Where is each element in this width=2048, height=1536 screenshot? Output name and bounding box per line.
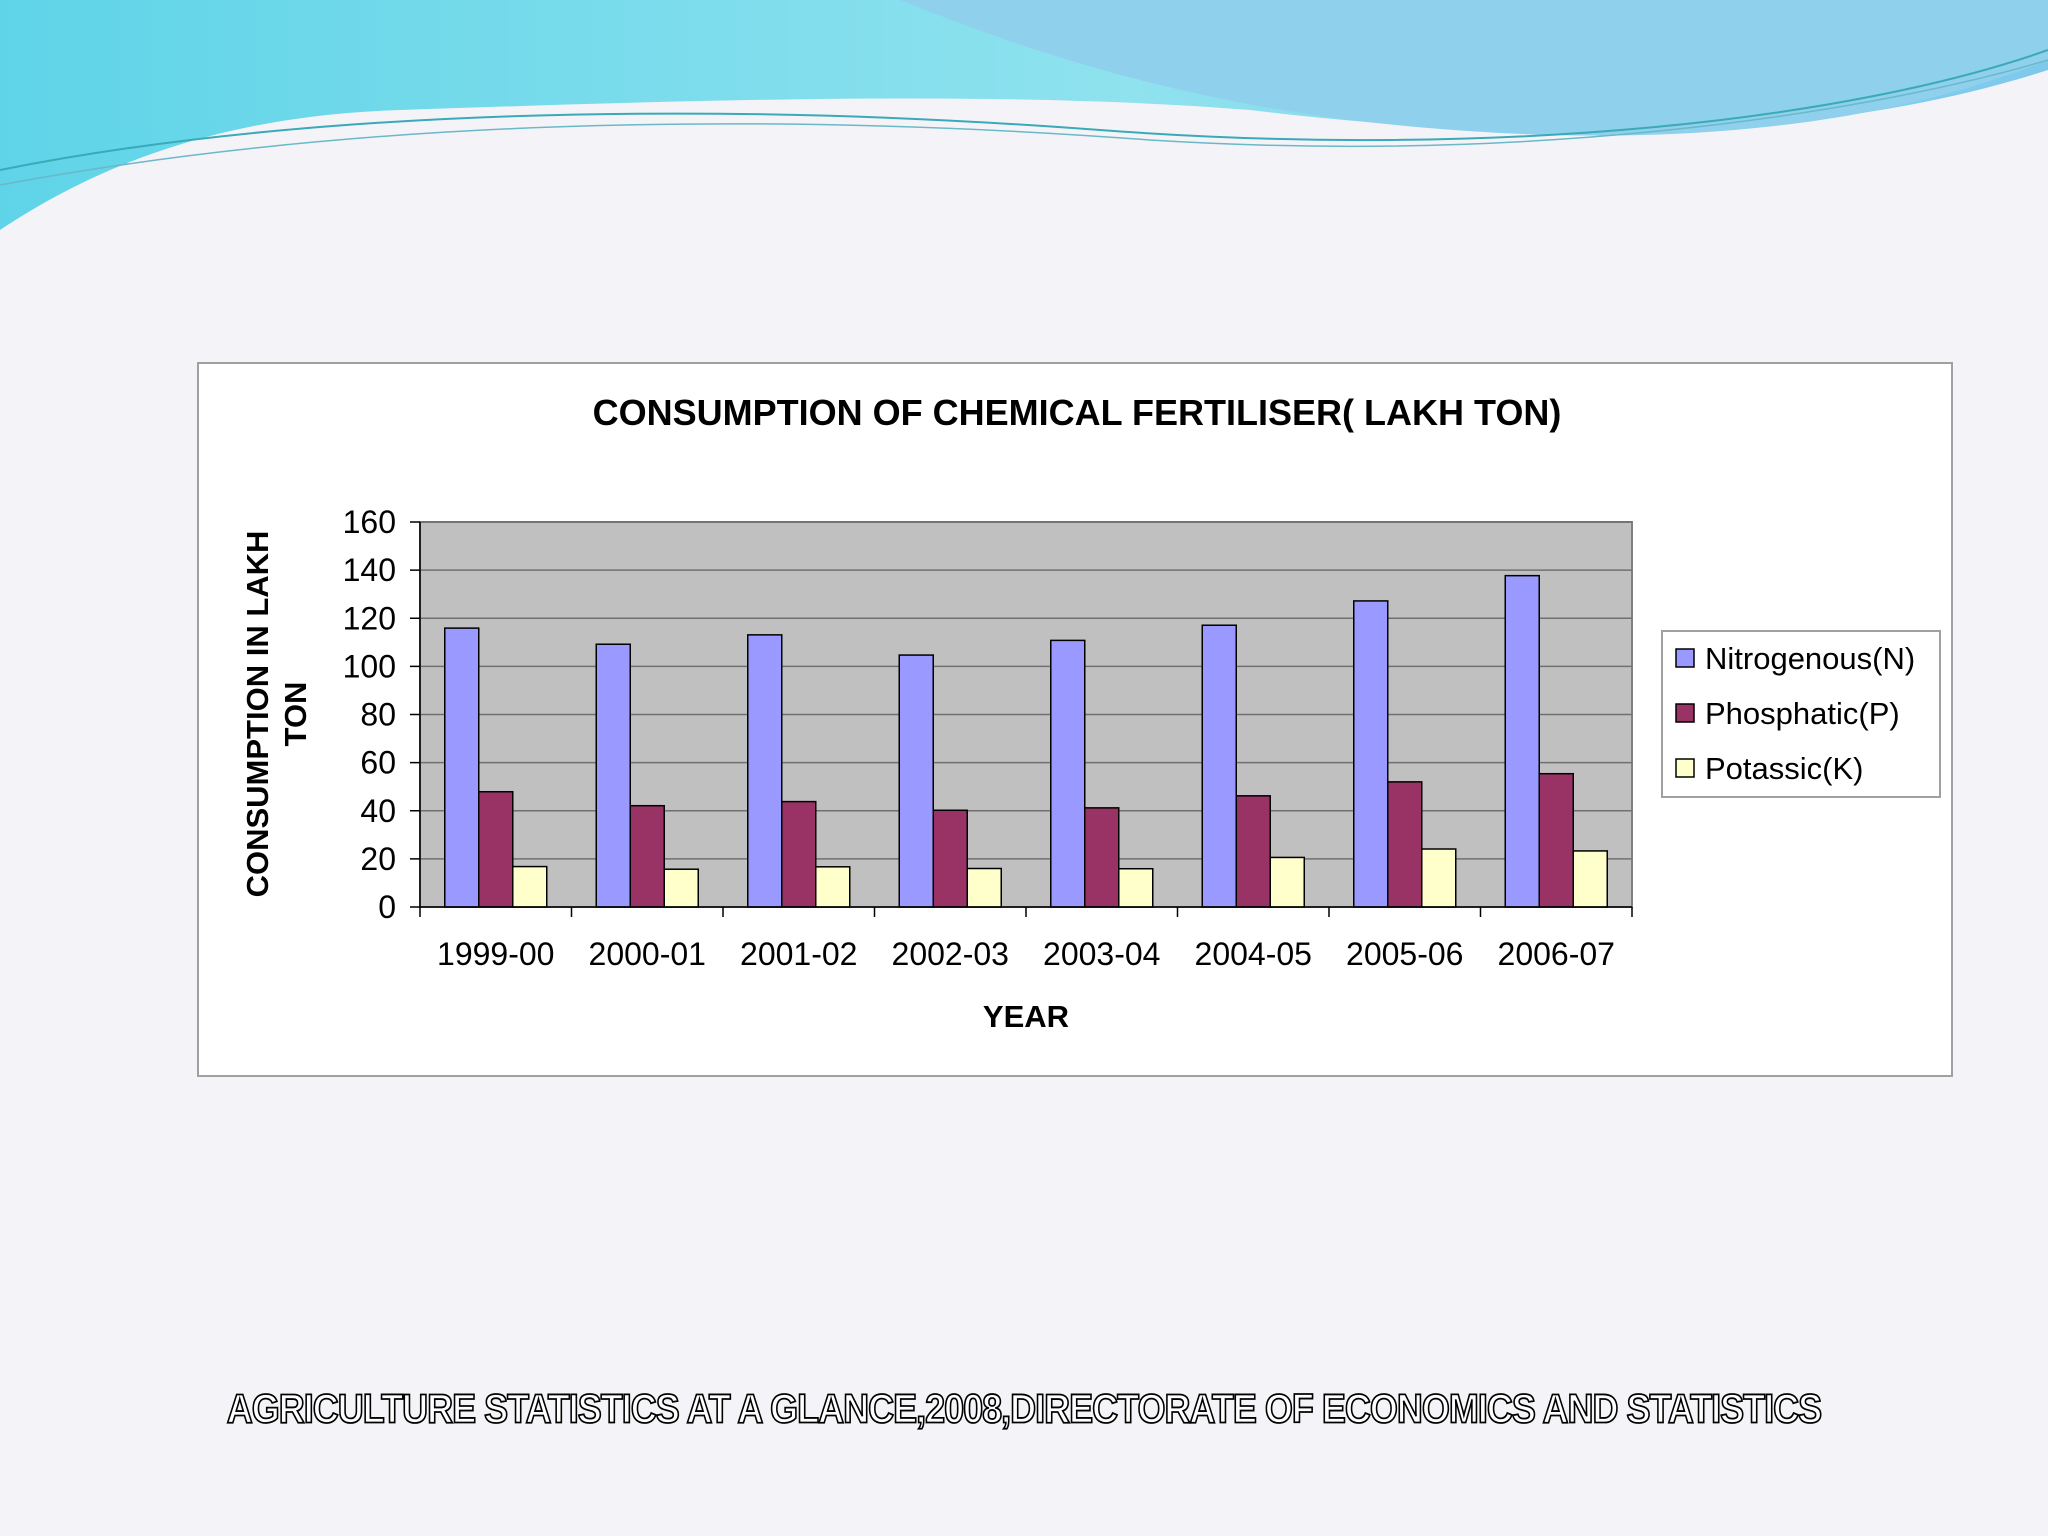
bar-0-0 — [444, 627, 480, 908]
bars — [444, 574, 1608, 908]
bar-0-3 — [898, 654, 934, 908]
x-tick-label: 2006-07 — [1498, 936, 1615, 972]
bar-1-3 — [932, 809, 968, 908]
bar-0-6 — [1353, 600, 1389, 908]
y-tick-label: 80 — [360, 697, 396, 733]
x-tick-label: 2001-02 — [740, 936, 857, 972]
legend-swatch-0 — [1675, 648, 1695, 668]
x-tick-labels: 1999-00 2000-01 2001-02 2002-03 2003-04 2004-… — [437, 936, 1615, 972]
x-tick-label: 1999-00 — [437, 936, 554, 972]
bar-0-2 — [747, 634, 783, 908]
y-tick-label: 20 — [360, 841, 396, 877]
bar-1-0 — [478, 790, 514, 908]
bar-2-7 — [1572, 850, 1608, 908]
chart-title: CONSUMPTION OF CHEMICAL FERTILISER( LAKH… — [593, 392, 1562, 433]
y-tick-label: 40 — [360, 793, 396, 829]
x-tick-label: 2000-01 — [589, 936, 706, 972]
legend: Nitrogenous(N) Phosphatic(P) Potassic(K) — [1675, 641, 1915, 786]
y-tick-label: 60 — [360, 745, 396, 781]
x-tick-label: 2005-06 — [1346, 936, 1463, 972]
y-tick-label: 160 — [343, 504, 396, 540]
bar-0-5 — [1201, 624, 1237, 908]
legend-label-1: Phosphatic(P) — [1705, 696, 1900, 731]
x-tick-label: 2004-05 — [1195, 936, 1312, 972]
header-wave-decoration — [0, 0, 2048, 230]
bar-2-2 — [815, 866, 851, 908]
bar-2-6 — [1421, 848, 1457, 908]
y-tick-label: 100 — [343, 648, 396, 684]
axes — [410, 521, 1633, 917]
bar-2-1 — [663, 868, 699, 908]
legend-swatch-2 — [1675, 758, 1695, 778]
bar-2-4 — [1118, 867, 1154, 908]
source-citation: AGRICULTURE STATISTICS AT A GLANCE,2008,… — [226, 1385, 1823, 1433]
bar-0-4 — [1050, 639, 1086, 908]
legend-swatch-1 — [1675, 703, 1695, 723]
y-tick-label: 120 — [343, 600, 396, 636]
x-tick-label: 2003-04 — [1043, 936, 1160, 972]
bar-0-1 — [595, 643, 631, 908]
legend-box — [1661, 630, 1941, 798]
bar-1-6 — [1387, 781, 1423, 908]
x-axis-label: YEAR — [983, 999, 1069, 1034]
bar-1-1 — [629, 804, 665, 908]
y-tick-label: 0 — [378, 889, 396, 925]
y-tick-labels: 0 20 40 60 80 100 120 140 160 — [343, 504, 396, 925]
y-axis-label-line-2: TON — [278, 682, 313, 747]
y-axis-label-line-1: CONSUMPTION IN LAKH — [240, 531, 275, 898]
bar-2-0 — [512, 865, 548, 908]
bar-1-2 — [781, 800, 817, 908]
x-tick-label: 2002-03 — [892, 936, 1009, 972]
y-axis-label: CONSUMPTION IN LAKH TON — [240, 531, 313, 898]
bar-1-4 — [1084, 807, 1120, 908]
bar-0-7 — [1504, 574, 1540, 908]
y-tick-label: 140 — [343, 552, 396, 588]
bar-2-5 — [1269, 856, 1305, 908]
bar-1-5 — [1235, 795, 1271, 908]
bar-2-3 — [966, 867, 1002, 908]
legend-label-0: Nitrogenous(N) — [1705, 641, 1915, 676]
bar-1-7 — [1538, 772, 1574, 908]
legend-label-2: Potassic(K) — [1705, 751, 1863, 786]
